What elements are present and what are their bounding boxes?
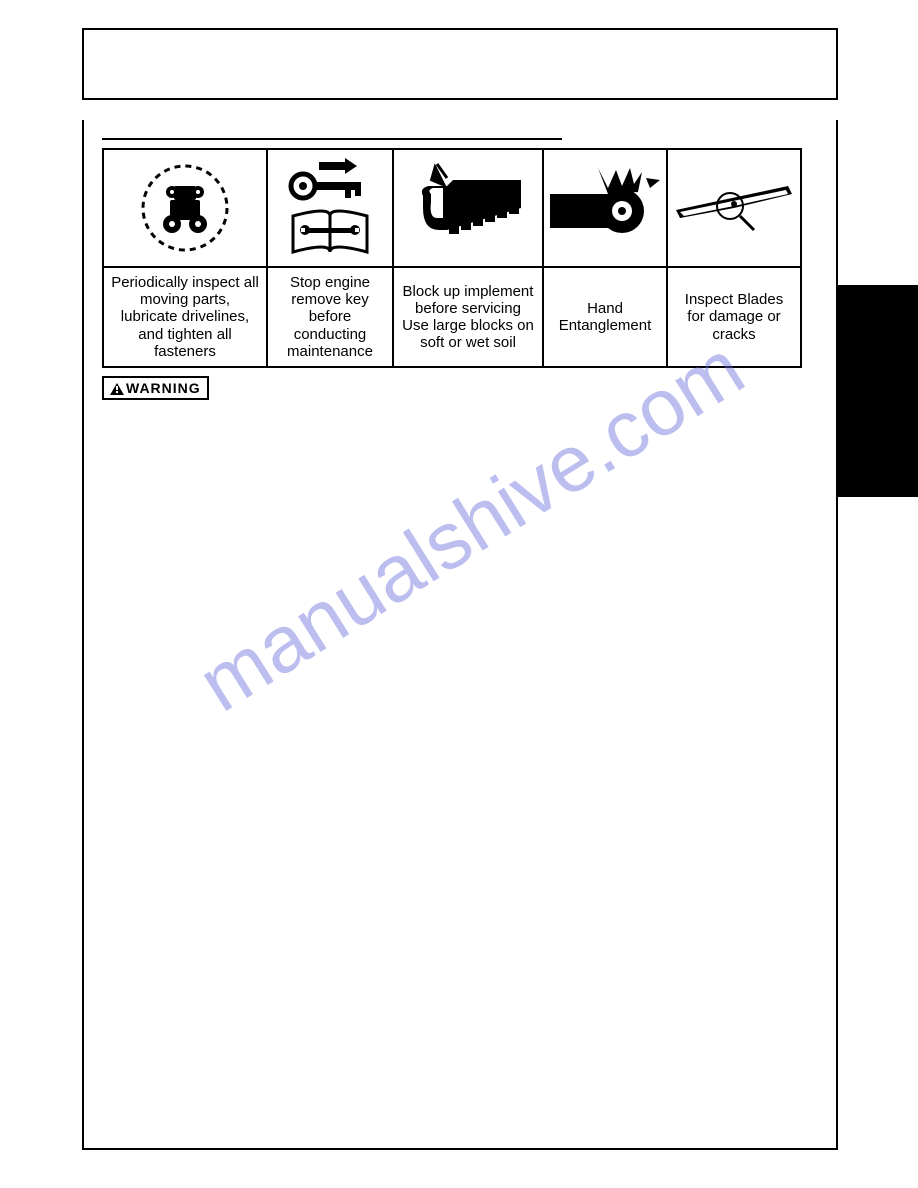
block-implement-icon [403, 158, 533, 258]
caption-cell: Inspect Blades for damage or cracks [667, 267, 801, 367]
icon-cell [267, 149, 393, 267]
icon-cell [667, 149, 801, 267]
table-row [103, 149, 801, 267]
page-frame: Periodically inspect all moving parts, l… [82, 120, 838, 1150]
safety-icon-table: Periodically inspect all moving parts, l… [102, 148, 802, 368]
section-divider [102, 138, 562, 140]
hand-entanglement-icon [550, 158, 660, 258]
caption-cell: Hand Entanglement [543, 267, 667, 367]
warning-text: WARNING [126, 380, 201, 396]
side-tab [838, 285, 918, 497]
content-area: Periodically inspect all moving parts, l… [84, 120, 836, 400]
caption-cell: Periodically inspect all moving parts, l… [103, 267, 267, 367]
icon-cell [103, 149, 267, 267]
inspect-blade-icon [674, 158, 794, 258]
warning-badge: WARNING [102, 376, 209, 400]
icon-cell [393, 149, 543, 267]
icon-cell [543, 149, 667, 267]
inspect-vehicle-icon [130, 158, 240, 258]
warning-triangle-icon [110, 383, 124, 395]
caption-cell: Stop engine remove key before conducting… [267, 267, 393, 367]
table-row: Periodically inspect all moving parts, l… [103, 267, 801, 367]
key-manual-icon [275, 158, 385, 258]
header-frame [82, 28, 838, 100]
caption-cell: Block up implement before servicing Use … [393, 267, 543, 367]
